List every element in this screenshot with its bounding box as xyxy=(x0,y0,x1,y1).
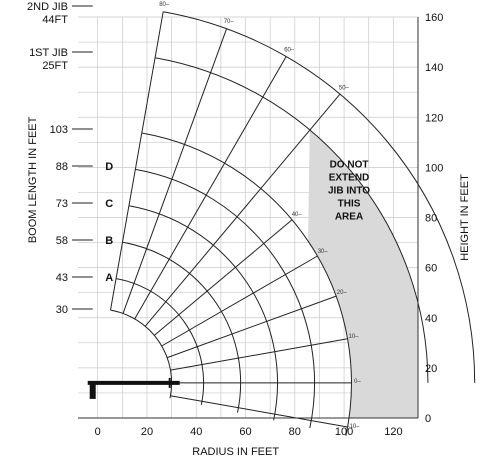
angle-label: 80– xyxy=(159,2,170,8)
labels: 80– 70– 60– 50– 40– 30– 20– 10– 0– -10– BOOM LENGT… xyxy=(27,1,370,430)
x-tick-label: 120 xyxy=(384,426,402,438)
angle-line xyxy=(144,93,341,327)
x-tick-label: 60 xyxy=(239,426,251,438)
crane-boom-icon xyxy=(87,377,180,399)
x-axis-title: RADIUS IN FEET xyxy=(192,446,279,458)
section-letter: D xyxy=(105,161,113,173)
boom-length-label: 58 xyxy=(56,235,68,247)
angle-label: 0– xyxy=(354,379,361,385)
angle-line xyxy=(153,219,293,336)
angle-label: -10– xyxy=(347,424,360,430)
warning-text: DO NOT xyxy=(330,159,369,170)
angle-line xyxy=(122,28,228,314)
angle-label: 20– xyxy=(337,290,348,296)
angle-label: 30– xyxy=(318,249,329,255)
y-tick-label: 160 xyxy=(425,12,443,24)
warning-text: EXTEND xyxy=(329,172,370,183)
x-tick-label: 0 xyxy=(95,426,101,438)
boom-arc xyxy=(116,278,205,406)
angle-label: 50– xyxy=(339,86,350,92)
no-jib-area xyxy=(238,130,418,419)
boom-arc xyxy=(154,57,429,383)
y-tick-label: 20 xyxy=(425,363,437,375)
angle-line xyxy=(167,295,337,359)
boom-length-label: 88 xyxy=(56,161,68,173)
angle-line xyxy=(170,395,348,428)
boom-arc xyxy=(135,168,316,429)
boom-length-label: 44FT xyxy=(42,14,68,26)
angle-label: 40– xyxy=(292,212,303,218)
y-tick-label: 40 xyxy=(425,313,437,325)
section-letter: B xyxy=(105,235,113,247)
shaded-area xyxy=(238,130,418,419)
boom-length-label: 25FT xyxy=(42,60,68,72)
warning-text: JIB INTO xyxy=(328,185,370,196)
y-tick-label: 0 xyxy=(425,413,431,425)
section-letter: C xyxy=(105,198,113,210)
angle-label: 10– xyxy=(348,334,359,340)
boom-length-label: 73 xyxy=(56,198,68,210)
angle-line xyxy=(110,11,164,311)
y-tick-label: 120 xyxy=(425,112,443,124)
boom-length-label: 103 xyxy=(50,124,68,136)
boom-arc xyxy=(110,309,173,399)
y-tick-label: 60 xyxy=(425,263,437,275)
axes: 0 20 40 60 80 100 120 0 20 40 60 80 100 120 140 160 RADI… xyxy=(78,12,471,458)
angle-label: 70– xyxy=(224,19,235,25)
angle-label: 60– xyxy=(284,47,295,53)
boom-arcs xyxy=(110,11,476,436)
y-axis-title-right: HEIGHT IN FEET xyxy=(459,174,471,261)
boom-length-label: 1ST JIB xyxy=(29,47,68,59)
y-axis-title-left: BOOM LENGTH IN FEET xyxy=(27,116,39,243)
boom-arc xyxy=(128,205,278,421)
angle-line xyxy=(134,56,287,320)
x-tick-label: 20 xyxy=(141,426,153,438)
warning-text: AREA xyxy=(335,211,363,222)
y-tick-label: 80 xyxy=(425,213,437,225)
boom-length-label: 30 xyxy=(56,304,68,316)
angle-line xyxy=(170,338,348,371)
boom-length-label: 2ND JIB xyxy=(27,1,68,13)
boom-length-label: 43 xyxy=(56,272,68,284)
x-tick-label: 80 xyxy=(289,426,301,438)
warning-text: THIS xyxy=(338,198,361,209)
angle-line xyxy=(161,255,318,347)
boom-arc xyxy=(163,11,476,383)
x-tick-label: 100 xyxy=(335,426,353,438)
section-letter: A xyxy=(105,272,113,284)
y-tick-label: 100 xyxy=(425,162,443,174)
y-tick-label: 140 xyxy=(425,62,443,74)
boom-arc xyxy=(122,241,242,413)
angle-lines xyxy=(110,11,352,428)
crane-base xyxy=(89,382,96,399)
boom-arc xyxy=(141,132,352,436)
x-tick-label: 40 xyxy=(190,426,202,438)
